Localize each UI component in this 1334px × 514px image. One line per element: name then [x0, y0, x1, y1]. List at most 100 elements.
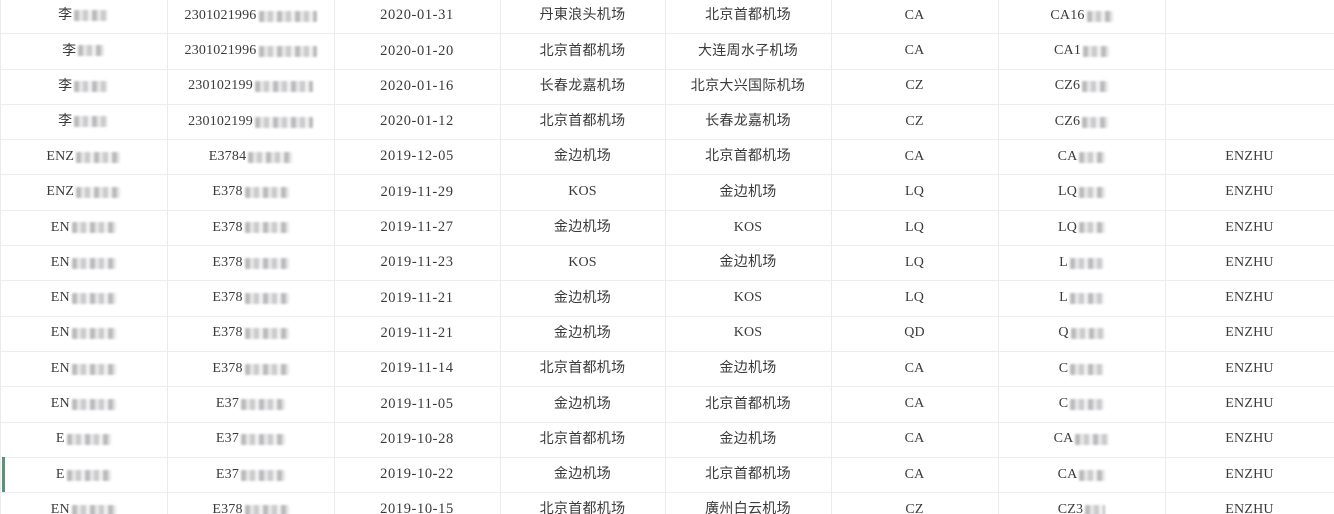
- cell-operator-text: ENZHU: [1225, 184, 1274, 200]
- cell-arrival-airport-text: 金边机场: [719, 254, 777, 271]
- cell-departure-airport: 金边机场: [500, 457, 666, 494]
- cell-operator: ENZHU: [1165, 386, 1334, 423]
- redacted-block-icon: [76, 151, 121, 163]
- cell-date-text: 2019-11-05: [380, 395, 454, 412]
- cell-departure-airport: KOS: [500, 245, 666, 282]
- cell-flight-number: CA1: [998, 33, 1166, 70]
- cell-name: ENZ: [0, 139, 168, 176]
- cell-id-number-text: E378: [212, 290, 243, 306]
- table-row[interactable]: 李 2301021996 2020-01-31 丹東浪头机场 北京首都机场 CA CA16: [0, 0, 1334, 35]
- cell-operator-text: ENZHU: [1225, 254, 1274, 270]
- cell-flight-number-text: CA: [1057, 148, 1078, 164]
- table-row[interactable]: EN E37 2019-11-05 金边机场 北京首都机场 CA C ENZHU: [0, 386, 1334, 423]
- redacted-block-icon: [244, 222, 289, 234]
- redacted-block-icon: [71, 293, 116, 305]
- cell-date-text: 2020-01-12: [380, 113, 454, 130]
- cell-flight-number: CA: [998, 457, 1166, 494]
- cell-name-text: EN: [50, 396, 70, 412]
- table-row[interactable]: EN E378 2019-11-21 金边机场 KOS QD Q ENZHU: [0, 316, 1334, 352]
- table-row[interactable]: ENZ E378 2019-11-29 KOS 金边机场 LQ LQ ENZHU: [0, 174, 1334, 211]
- cell-name: EN: [0, 316, 168, 352]
- cell-operator-text: ENZHU: [1225, 360, 1274, 376]
- cell-id-number-text: E378: [212, 184, 243, 200]
- cell-departure-airport-text: 北京首都机场: [539, 430, 626, 447]
- cell-departure-airport: 长春龙嘉机场: [500, 69, 666, 105]
- cell-name-text: EN: [50, 290, 70, 306]
- row-selection-accent-bar: [2, 457, 5, 492]
- cell-date-text: 2019-10-15: [380, 501, 454, 514]
- redacted-block-icon: [244, 187, 289, 199]
- cell-operator: ENZHU: [1165, 280, 1334, 317]
- redacted-block-icon: [1070, 363, 1105, 375]
- redacted-block-icon: [1083, 45, 1110, 57]
- cell-date-text: 2019-12-05: [380, 148, 454, 165]
- cell-flight-number: C: [998, 351, 1166, 388]
- redacted-block-icon: [1079, 151, 1106, 163]
- cell-airline-code: CA: [831, 351, 999, 388]
- cell-flight-number-text: C: [1058, 396, 1069, 412]
- cell-departure-airport-text: 长春龙嘉机场: [539, 77, 626, 94]
- cell-airline-code: CA: [831, 0, 999, 35]
- cell-departure-airport-text: 金边机场: [553, 289, 612, 306]
- cell-operator-text: ENZHU: [1225, 501, 1274, 514]
- cell-id-number-text: 230102199: [188, 113, 253, 129]
- redacted-block-icon: [244, 293, 289, 305]
- table-row[interactable]: EN E378 2019-10-15 北京首都机场 廣州白云机场 CZ CZ3 ENZHU: [0, 492, 1334, 514]
- table-row[interactable]: 李 230102199 2020-01-12 北京首都机场 长春龙嘉机场 CZ CZ6: [0, 104, 1334, 141]
- table-row[interactable]: EN E378 2019-11-23 KOS 金边机场 LQ L ENZHU: [0, 245, 1334, 282]
- cell-departure-airport-text: 北京首都机场: [539, 42, 626, 59]
- redacted-block-icon: [1079, 187, 1106, 199]
- cell-operator-text: ENZHU: [1225, 219, 1274, 235]
- cell-arrival-airport-text: 金边机场: [719, 360, 777, 377]
- cell-name: 李: [0, 0, 168, 35]
- redacted-block-icon: [1070, 328, 1105, 340]
- redacted-block-icon: [248, 151, 293, 163]
- table-row[interactable]: EN E378 2019-11-21 金边机场 KOS LQ L ENZHU: [0, 280, 1334, 317]
- table-row[interactable]: EN E378 2019-11-27 金边机场 KOS LQ LQ ENZHU: [0, 210, 1334, 247]
- cell-arrival-airport: 大连周水子机场: [665, 33, 832, 70]
- table-row[interactable]: 李 230102199 2020-01-16 长春龙嘉机场 北京大兴国际机场 CZ CZ6: [0, 69, 1334, 105]
- cell-id-number: 230102199: [167, 69, 335, 105]
- cell-departure-airport-text: KOS: [568, 254, 597, 270]
- table-row[interactable]: ENZ E3784 2019-12-05 金边机场 北京首都机场 CA CA ENZHU: [0, 139, 1334, 176]
- cell-departure-airport: 丹東浪头机场: [500, 0, 666, 35]
- cell-id-number-text: E37: [215, 396, 240, 412]
- cell-airline-code-text: LQ: [904, 219, 925, 235]
- cell-date-text: 2020-01-20: [380, 42, 454, 59]
- cell-name-text: 李: [58, 113, 73, 130]
- cell-date: 2019-11-23: [334, 245, 501, 282]
- cell-date: 2020-01-31: [334, 0, 501, 35]
- cell-name: EN: [0, 386, 168, 423]
- cell-operator-text: ENZHU: [1225, 396, 1274, 412]
- cell-airline-code-text: CA: [904, 7, 925, 23]
- cell-airline-code: CZ: [831, 104, 999, 141]
- cell-date-text: 2019-11-27: [380, 219, 454, 236]
- cell-airline-code: QD: [831, 316, 999, 352]
- cell-departure-airport: 金边机场: [500, 316, 666, 352]
- table-row[interactable]: EN E378 2019-11-14 北京首都机场 金边机场 CA C ENZHU: [0, 351, 1334, 388]
- cell-operator: [1165, 69, 1334, 105]
- cell-departure-airport-text: 北京首都机场: [539, 501, 626, 514]
- redacted-block-icon: [241, 469, 286, 481]
- cell-airline-code-text: QD: [904, 325, 925, 341]
- cell-id-number: E378: [167, 280, 335, 317]
- cell-name-text: EN: [50, 325, 70, 341]
- redacted-block-icon: [76, 187, 121, 199]
- table-row[interactable]: E E37 2019-10-22 金边机场 北京首都机场 CA CA ENZHU: [0, 457, 1334, 494]
- cell-airline-code-text: CA: [904, 148, 925, 164]
- table-row[interactable]: 李 2301021996 2020-01-20 北京首都机场 大连周水子机场 CA CA1: [0, 33, 1334, 70]
- cell-date: 2019-11-21: [334, 316, 501, 352]
- cell-airline-code: CZ: [831, 69, 999, 105]
- table-row[interactable]: E E37 2019-10-28 北京首都机场 金边机场 CA CA ENZHU: [0, 422, 1334, 458]
- cell-arrival-airport-text: KOS: [733, 325, 763, 341]
- cell-airline-code-text: CA: [904, 396, 925, 412]
- cell-arrival-airport: 北京大兴国际机场: [665, 69, 832, 105]
- redacted-block-icon: [244, 328, 289, 340]
- cell-id-number: E378: [167, 174, 335, 211]
- cell-airline-code: CA: [831, 139, 999, 176]
- cell-operator: ENZHU: [1165, 457, 1334, 494]
- cell-date-text: 2019-11-21: [380, 289, 454, 306]
- cell-arrival-airport-text: 廣州白云机场: [705, 501, 791, 514]
